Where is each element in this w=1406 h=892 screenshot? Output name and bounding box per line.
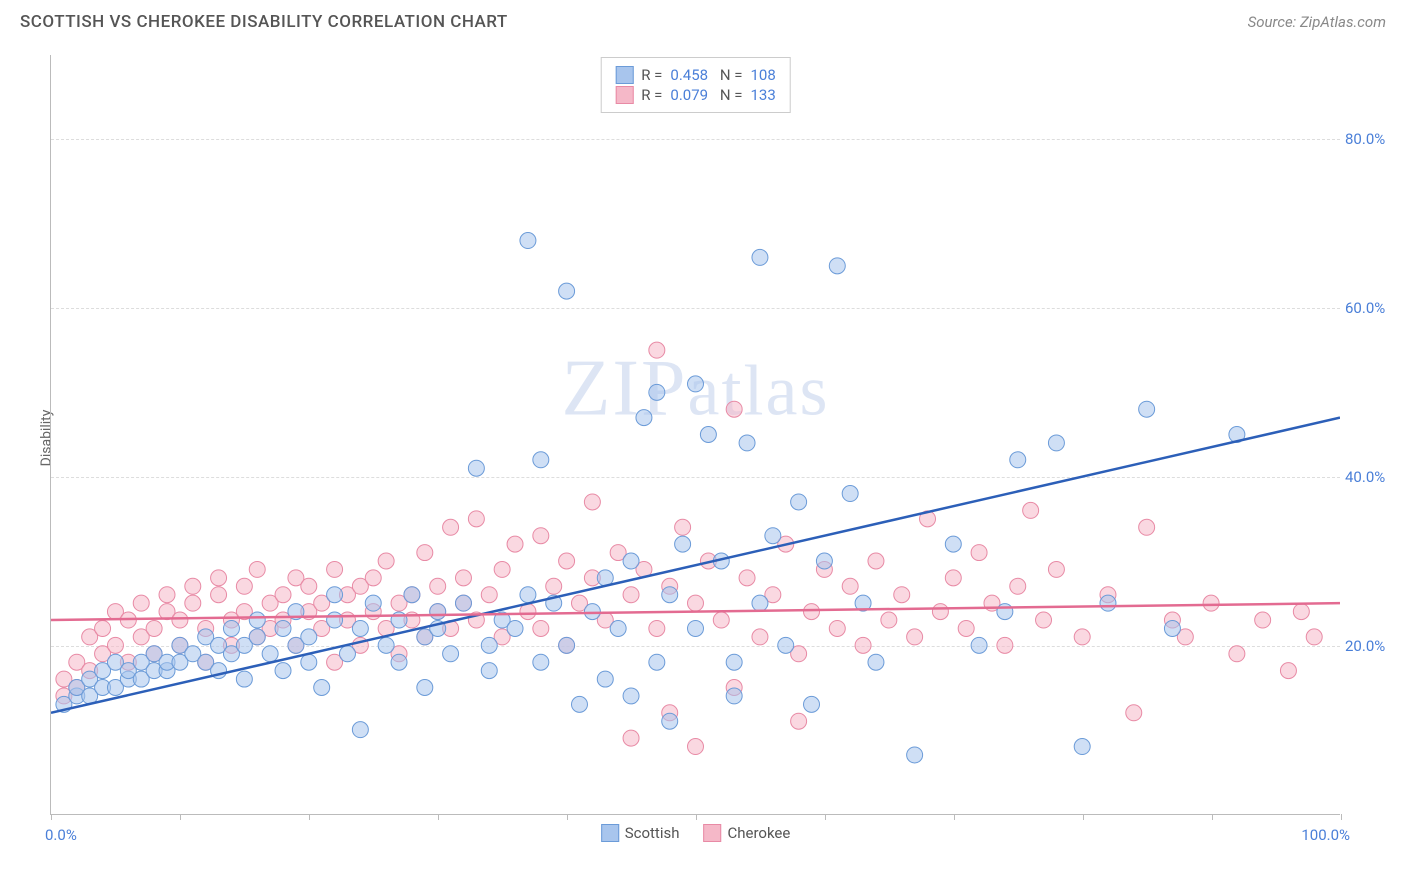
y-tick-label: 20.0%: [1345, 637, 1400, 655]
legend-item-scottish: Scottish: [601, 824, 680, 842]
source-label: Source: ZipAtlas.com: [1248, 13, 1386, 31]
legend-row-scottish: R = 0.458 N = 108: [615, 66, 776, 84]
x-tick: [696, 814, 697, 820]
x-tick: [825, 814, 826, 820]
series-legend: Scottish Cherokee: [601, 824, 791, 842]
correlation-legend: R = 0.458 N = 108 R = 0.079 N = 133: [600, 57, 791, 113]
x-tick: [180, 814, 181, 820]
legend-label-scottish: Scottish: [625, 824, 680, 842]
x-tick: [1083, 814, 1084, 820]
scatter-svg: [51, 55, 1340, 814]
x-axis-max-label: 100.0%: [1301, 826, 1350, 844]
x-tick: [1212, 814, 1213, 820]
x-tick: [954, 814, 955, 820]
x-axis-min-label: 0.0%: [45, 826, 77, 844]
x-tick: [309, 814, 310, 820]
n-value-scottish: 108: [750, 66, 775, 84]
r-value-cherokee: 0.079: [670, 86, 708, 104]
chart-title: SCOTTISH VS CHEROKEE DISABILITY CORRELAT…: [20, 12, 508, 32]
y-tick-label: 80.0%: [1345, 130, 1400, 148]
x-tick: [567, 814, 568, 820]
swatch-cherokee: [615, 86, 633, 104]
x-tick: [51, 814, 52, 820]
legend-item-cherokee: Cherokee: [703, 824, 790, 842]
x-tick: [438, 814, 439, 820]
swatch-cherokee-icon: [703, 824, 721, 842]
x-tick: [1341, 814, 1342, 820]
legend-row-cherokee: R = 0.079 N = 133: [615, 86, 776, 104]
r-value-scottish: 0.458: [670, 66, 708, 84]
chart-plot-area: ZIPatlas R = 0.458 N = 108 R = 0.079 N =…: [50, 55, 1340, 815]
swatch-scottish-icon: [601, 824, 619, 842]
y-tick-label: 60.0%: [1345, 299, 1400, 317]
y-tick-label: 40.0%: [1345, 468, 1400, 486]
legend-label-cherokee: Cherokee: [727, 824, 790, 842]
swatch-scottish: [615, 66, 633, 84]
n-value-cherokee: 133: [750, 86, 775, 104]
